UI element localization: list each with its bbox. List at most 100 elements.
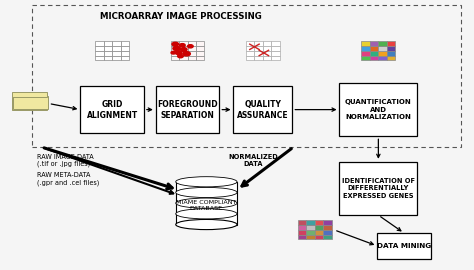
Circle shape: [178, 55, 183, 58]
Bar: [315, 235, 323, 239]
Bar: [315, 230, 323, 235]
Bar: [315, 220, 323, 225]
Bar: [246, 56, 255, 60]
Bar: [179, 51, 188, 56]
Bar: [112, 56, 120, 60]
Bar: [370, 51, 378, 56]
Ellipse shape: [176, 209, 237, 219]
Bar: [298, 225, 306, 230]
Bar: [112, 46, 120, 51]
Bar: [377, 233, 431, 259]
Bar: [272, 46, 280, 51]
Bar: [171, 51, 179, 56]
Bar: [339, 162, 417, 215]
Bar: [306, 235, 315, 239]
Bar: [112, 41, 120, 46]
Text: IDENTIFICATION OF
DIFFERENTIALLY
EXPRESSED GENES: IDENTIFICATION OF DIFFERENTIALLY EXPRESS…: [342, 178, 415, 199]
Circle shape: [188, 45, 193, 48]
FancyBboxPatch shape: [13, 96, 48, 109]
Bar: [179, 41, 188, 46]
Bar: [255, 51, 263, 56]
Bar: [196, 41, 204, 46]
Text: FOREGROUND
SEPARATION: FOREGROUND SEPARATION: [157, 100, 218, 120]
Bar: [120, 56, 129, 60]
Bar: [339, 83, 417, 136]
Bar: [188, 56, 196, 60]
Bar: [246, 46, 255, 51]
Bar: [112, 51, 120, 56]
Bar: [370, 56, 378, 60]
Bar: [272, 41, 280, 46]
Circle shape: [183, 52, 191, 56]
Bar: [323, 225, 332, 230]
Bar: [246, 41, 255, 46]
Circle shape: [180, 44, 185, 47]
Bar: [104, 41, 112, 46]
Bar: [171, 56, 179, 60]
Bar: [80, 86, 144, 133]
Bar: [176, 182, 237, 225]
Ellipse shape: [176, 220, 237, 230]
Bar: [196, 46, 204, 51]
Bar: [156, 86, 219, 133]
Bar: [387, 41, 395, 46]
Bar: [171, 41, 179, 46]
Bar: [104, 46, 112, 51]
Bar: [95, 46, 104, 51]
Bar: [104, 56, 112, 60]
Bar: [32, 5, 461, 147]
Text: RAW META-DATA
(.gpr and .cel files): RAW META-DATA (.gpr and .cel files): [36, 172, 99, 186]
Bar: [246, 51, 255, 56]
Text: QUALITY
ASSURANCE: QUALITY ASSURANCE: [237, 100, 289, 120]
Bar: [188, 46, 196, 51]
Bar: [234, 86, 292, 133]
Bar: [298, 235, 306, 239]
Bar: [196, 56, 204, 60]
Bar: [361, 41, 370, 46]
Ellipse shape: [176, 187, 237, 198]
Bar: [120, 46, 129, 51]
Ellipse shape: [176, 198, 237, 208]
Bar: [378, 46, 387, 51]
Bar: [306, 230, 315, 235]
Text: DATA MINING: DATA MINING: [377, 243, 431, 249]
Bar: [171, 46, 179, 51]
Bar: [263, 56, 272, 60]
Bar: [95, 51, 104, 56]
Bar: [188, 41, 196, 46]
Bar: [298, 220, 306, 225]
Bar: [387, 56, 395, 60]
Bar: [370, 41, 378, 46]
Text: GRID
ALIGNMENT: GRID ALIGNMENT: [86, 100, 138, 120]
Bar: [378, 51, 387, 56]
Bar: [95, 41, 104, 46]
Bar: [95, 56, 104, 60]
Bar: [370, 46, 378, 51]
Bar: [306, 225, 315, 230]
Circle shape: [173, 46, 181, 50]
Circle shape: [181, 48, 187, 51]
Bar: [255, 46, 263, 51]
Text: RAW IMAGE DATA
(.tif or .jpg files): RAW IMAGE DATA (.tif or .jpg files): [36, 154, 93, 167]
Bar: [120, 51, 129, 56]
Bar: [378, 41, 387, 46]
Text: NORMALIZED
DATA: NORMALIZED DATA: [228, 154, 278, 167]
Circle shape: [172, 42, 179, 46]
Circle shape: [175, 51, 182, 55]
Circle shape: [171, 51, 176, 54]
Bar: [263, 51, 272, 56]
Bar: [255, 41, 263, 46]
Bar: [188, 51, 196, 56]
Bar: [263, 41, 272, 46]
Bar: [272, 51, 280, 56]
Bar: [361, 56, 370, 60]
Bar: [387, 46, 395, 51]
Text: QUANTIFICATION
AND
NORMALIZATION: QUANTIFICATION AND NORMALIZATION: [345, 99, 412, 120]
Bar: [387, 51, 395, 56]
Bar: [323, 230, 332, 235]
Bar: [179, 46, 188, 51]
Bar: [272, 56, 280, 60]
Bar: [378, 56, 387, 60]
Bar: [323, 220, 332, 225]
Text: MIAME COMPLIANT
DATABASE: MIAME COMPLIANT DATABASE: [176, 200, 237, 211]
